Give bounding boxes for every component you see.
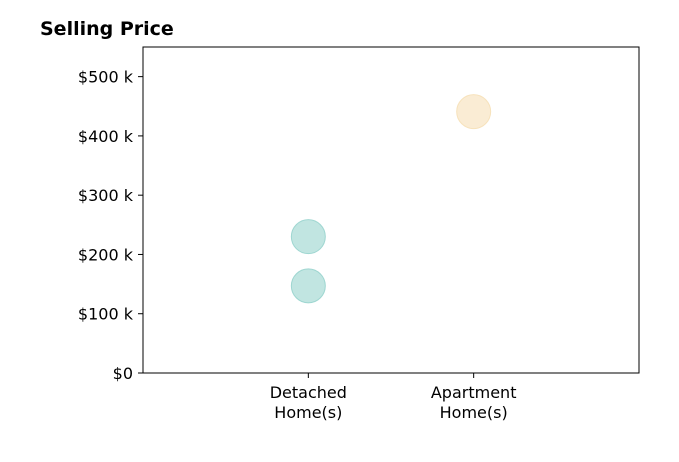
data-point bbox=[290, 219, 326, 255]
plot-area bbox=[142, 46, 640, 374]
plot-frame bbox=[142, 46, 640, 374]
data-point bbox=[456, 94, 492, 130]
y-tick-label: $200 k bbox=[78, 245, 134, 264]
y-tick-label: $100 k bbox=[78, 305, 134, 324]
chart-title: Selling Price bbox=[40, 18, 174, 40]
y-tick-label: $500 k bbox=[78, 68, 134, 87]
y-axis: $0 $100 k $200 k $300 k $400 k $500 k bbox=[78, 68, 143, 383]
y-tick-label: $400 k bbox=[78, 127, 134, 146]
x-axis: Detached Home(s) Apartment Home(s) bbox=[270, 373, 517, 422]
y-tick-label: $0 bbox=[113, 364, 133, 383]
x-tick-label: Apartment Home(s) bbox=[431, 383, 517, 422]
data-point bbox=[290, 268, 326, 304]
y-tick-label: $300 k bbox=[78, 186, 134, 205]
data-points bbox=[290, 94, 492, 304]
x-tick-label: Detached Home(s) bbox=[270, 383, 347, 422]
